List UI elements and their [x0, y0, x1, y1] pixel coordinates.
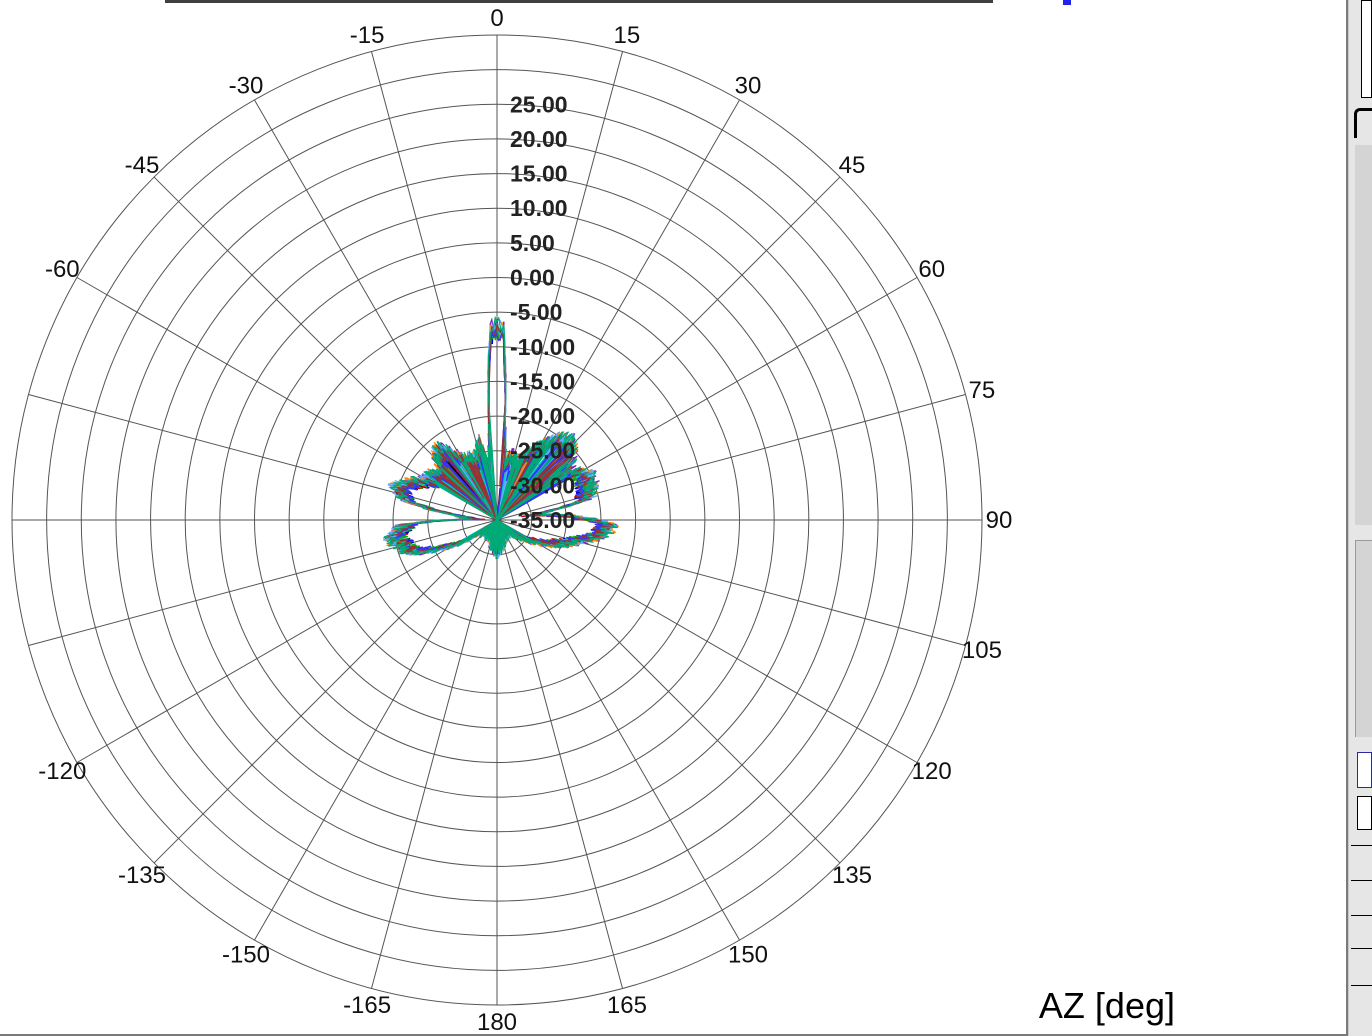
angle-label: 90 — [986, 507, 1013, 534]
angle-label: 180 — [477, 1009, 517, 1034]
grid-spoke — [496, 519, 841, 864]
top-scrollbar[interactable] — [165, 0, 993, 3]
angle-label: 165 — [607, 992, 647, 1019]
grid-spoke — [370, 519, 498, 989]
ring-value-label: -35.00 — [510, 507, 575, 533]
side-gray-panel — [1355, 145, 1372, 525]
grid-spoke — [496, 277, 918, 521]
ring-value-label: 10.00 — [510, 195, 568, 221]
ring-value-label: 5.00 — [510, 230, 555, 256]
series-line — [383, 315, 619, 560]
side-upper-box[interactable] — [1361, 0, 1372, 98]
ring-value-label: -10.00 — [510, 334, 575, 360]
grid-spoke — [28, 519, 498, 647]
ring-value-label: -15.00 — [510, 368, 575, 394]
angle-label: -120 — [38, 758, 86, 785]
radial-labels: 25.00 20.00 15.00 10.00 5.00 0.00 -5.00 -10.00 -… — [510, 91, 575, 533]
ring-value-label: 0.00 — [510, 265, 555, 291]
grid-spoke — [496, 519, 740, 941]
ring-value-label: 20.00 — [510, 126, 568, 152]
ring-value-label: -5.00 — [510, 299, 562, 325]
angle-label: 150 — [728, 942, 768, 969]
grid-spoke — [496, 51, 624, 521]
angle-label: -30 — [229, 72, 264, 99]
angle-label: 120 — [912, 758, 952, 785]
angle-label: 0 — [490, 5, 503, 32]
angle-label: -45 — [125, 152, 160, 179]
side-input-field[interactable] — [1357, 796, 1372, 830]
side-divider — [1351, 915, 1372, 916]
side-divider — [1351, 948, 1372, 949]
side-divider — [1351, 845, 1372, 846]
grid-spoke — [28, 393, 498, 521]
axis-title: AZ [deg] — [1039, 985, 1175, 1026]
grid-spoke — [254, 519, 498, 941]
ring-value-label: 25.00 — [510, 91, 568, 117]
series-group — [382, 315, 619, 560]
angle-label: 60 — [918, 256, 945, 283]
grid-spoke — [76, 519, 498, 763]
top-link-mark[interactable] — [1063, 0, 1071, 5]
ring-value-label: 15.00 — [510, 161, 568, 187]
ring-value-label: -20.00 — [510, 403, 575, 429]
grid-spoke — [153, 519, 498, 864]
angle-label: -135 — [118, 862, 166, 889]
polar-chart: 25.00 20.00 15.00 10.00 5.00 0.00 -5.00 -10.00 -… — [11, 5, 1175, 1034]
angle-label: 105 — [962, 637, 1002, 664]
series-line — [386, 323, 615, 556]
angle-label: -165 — [343, 992, 391, 1019]
ring-value-label: -25.00 — [510, 438, 575, 464]
angle-label: 15 — [614, 22, 641, 49]
angle-label: 45 — [839, 152, 866, 179]
side-checkbox[interactable] — [1357, 752, 1372, 788]
angle-label: -15 — [350, 22, 385, 49]
angle-labels: 0 15 30 45 60 75 90 105 120 135 150 165 180 -165 -150 -… — [38, 5, 1012, 1034]
side-divider — [1351, 880, 1372, 881]
polar-grid — [11, 34, 983, 1006]
side-panel — [1349, 0, 1372, 1036]
grid-spoke — [496, 393, 966, 521]
side-gray-panel-2 — [1355, 540, 1372, 737]
angle-label: 135 — [832, 862, 872, 889]
side-bracket — [1354, 108, 1372, 138]
grid-spoke — [496, 519, 624, 989]
grid-spoke — [496, 519, 918, 763]
angle-label: -150 — [222, 942, 270, 969]
ring-value-label: -30.00 — [510, 472, 575, 498]
angle-label: 75 — [969, 377, 996, 404]
angle-label: 30 — [735, 72, 762, 99]
angle-label: -60 — [45, 256, 80, 283]
side-divider — [1351, 985, 1372, 986]
